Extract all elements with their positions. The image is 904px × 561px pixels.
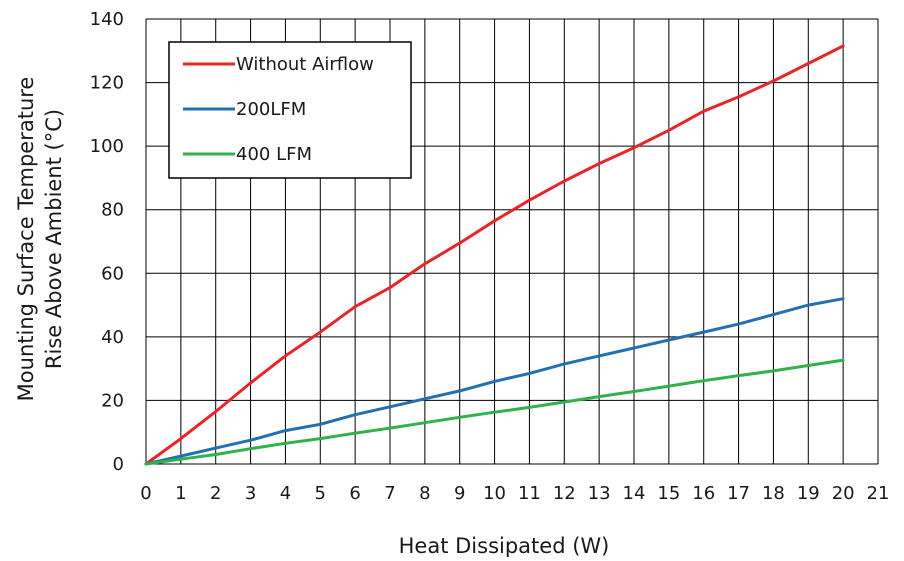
x-tick-label: 16 bbox=[692, 483, 715, 504]
legend-entry-label: Without Airflow bbox=[236, 54, 374, 75]
series-line-0 bbox=[144, 44, 845, 466]
x-axis-title: Heat Dissipated (W) bbox=[399, 534, 610, 557]
x-tick-label: 20 bbox=[832, 483, 855, 504]
x-tick-label: 14 bbox=[623, 483, 646, 504]
legend: Without Airflow 200LFM 400 LFM bbox=[168, 41, 412, 179]
x-tick-label: 15 bbox=[657, 483, 680, 504]
x-tick-label: 5 bbox=[315, 483, 326, 504]
series-line-2 bbox=[144, 358, 845, 466]
legend-entry-label: 200LFM bbox=[236, 99, 306, 120]
y-axis-title-line-2: Rise Above Ambient (°C) bbox=[42, 109, 66, 369]
x-tick-label: 0 bbox=[140, 483, 151, 504]
x-tick-label: 8 bbox=[419, 483, 430, 504]
x-tick-label: 11 bbox=[518, 483, 541, 504]
x-tick-label: 13 bbox=[588, 483, 611, 504]
axis-titles: Heat Dissipated (W) Mounting Surface Tem… bbox=[14, 77, 610, 558]
x-tick-label: 10 bbox=[483, 483, 506, 504]
x-tick-label: 6 bbox=[349, 483, 360, 504]
x-tick-label: 12 bbox=[553, 483, 576, 504]
y-tick-label: 140 bbox=[90, 9, 124, 30]
series-line-1 bbox=[144, 297, 845, 466]
y-axis-title-line-1: Mounting Surface Temperature bbox=[14, 77, 38, 402]
y-tick-label: 40 bbox=[101, 327, 124, 348]
x-tick-label: 21 bbox=[867, 483, 890, 504]
x-tick-label: 2 bbox=[210, 483, 221, 504]
x-tick-label: 3 bbox=[245, 483, 256, 504]
x-tick-label: 17 bbox=[727, 483, 750, 504]
x-tick-label: 1 bbox=[175, 483, 186, 504]
x-tick-label: 4 bbox=[280, 483, 291, 504]
x-tick-label: 19 bbox=[797, 483, 820, 504]
legend-entry-label: 400 LFM bbox=[236, 144, 312, 165]
series-lines bbox=[144, 44, 845, 466]
axes: 0 1 2 3 4 5 6 7 8 9 10 11 12 13 14 15 16 17 18 19 20 21020406… bbox=[90, 9, 890, 504]
x-tick-label: 18 bbox=[762, 483, 785, 504]
y-tick-label: 120 bbox=[90, 73, 124, 94]
y-tick-label: 60 bbox=[101, 263, 124, 284]
y-tick-label: 100 bbox=[90, 136, 124, 157]
y-tick-label: 0 bbox=[113, 454, 124, 475]
y-tick-label: 20 bbox=[101, 390, 124, 411]
x-tick-label: 9 bbox=[454, 483, 465, 504]
y-tick-label: 80 bbox=[101, 200, 124, 221]
x-tick-label: 7 bbox=[384, 483, 395, 504]
